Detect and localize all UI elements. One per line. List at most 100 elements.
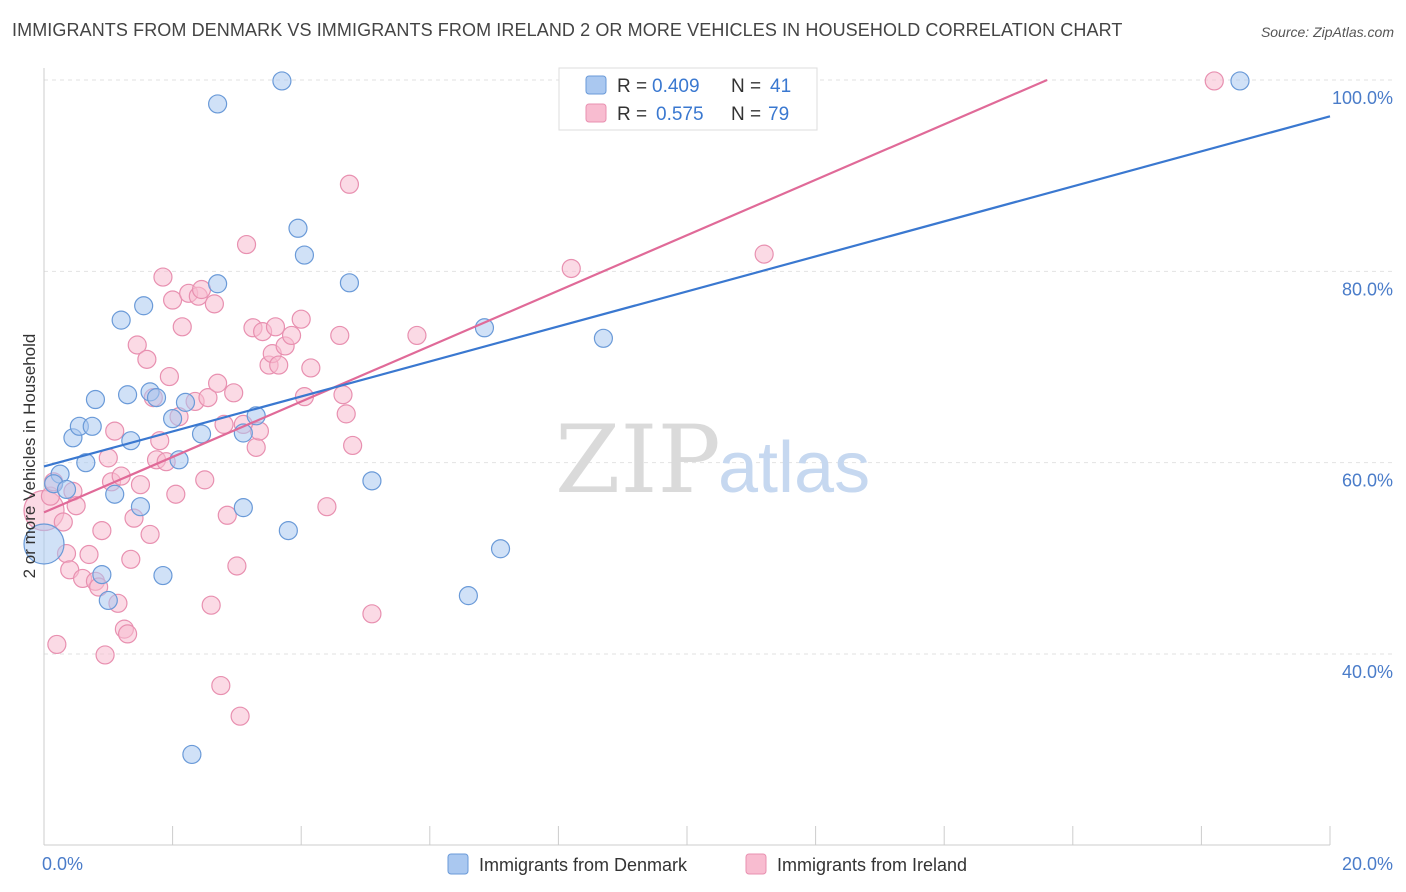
ireland-point xyxy=(198,388,218,408)
denmark-point xyxy=(339,273,360,293)
denmark-point xyxy=(56,479,77,500)
denmark-point xyxy=(474,318,495,338)
chart-title: IMMIGRANTS FROM DENMARK VS IMMIGRANTS FR… xyxy=(12,20,1123,40)
ireland-point xyxy=(105,421,125,441)
watermark: ZIP atlas xyxy=(555,406,870,515)
denmark-point xyxy=(208,274,228,294)
denmark-point xyxy=(458,586,478,606)
series-legend[interactable]: Immigrants from Denmark Immigrants from … xyxy=(447,853,967,875)
ireland-point xyxy=(130,475,151,495)
ireland-point xyxy=(127,335,147,355)
ireland-point xyxy=(343,435,363,456)
ireland-point xyxy=(291,309,311,329)
series-legend-label-denmark[interactable]: Immigrants from Denmark xyxy=(479,855,688,875)
denmark-point xyxy=(208,94,228,114)
ireland-point xyxy=(330,325,350,346)
ireland-point xyxy=(265,317,286,337)
ireland-point xyxy=(317,497,337,517)
legend-n-value-denmark: 41 xyxy=(770,76,791,97)
y-tick-label: 100.0% xyxy=(1332,88,1393,108)
denmark-point xyxy=(85,389,106,410)
ireland-point xyxy=(214,414,234,434)
denmark-point xyxy=(111,310,131,330)
trend-lines xyxy=(43,78,1331,514)
legend-n-value-ireland: 79 xyxy=(768,104,789,125)
ireland-point xyxy=(227,556,247,576)
ireland-point xyxy=(281,325,302,346)
denmark-point xyxy=(288,218,308,238)
ireland-point xyxy=(301,358,321,378)
ireland-point xyxy=(140,524,160,545)
denmark-point xyxy=(23,523,65,565)
legend-swatch-ireland xyxy=(585,103,607,123)
ireland-point xyxy=(92,520,112,541)
denmark-point xyxy=(134,296,154,316)
legend-n-label-ireland: N = xyxy=(731,104,761,125)
ireland-point xyxy=(159,366,179,387)
y-tick-label: 60.0% xyxy=(1342,471,1393,491)
x-axis-ticks xyxy=(43,826,1331,845)
y-tick-label: 40.0% xyxy=(1342,662,1393,682)
denmark-point xyxy=(163,409,183,429)
ireland-point xyxy=(191,279,212,300)
gridlines xyxy=(44,79,1392,655)
ireland-point xyxy=(117,624,138,644)
denmark-point xyxy=(175,392,196,412)
ireland-point xyxy=(121,549,141,569)
series-legend-swatch-denmark[interactable] xyxy=(447,853,469,875)
legend-swatch-denmark xyxy=(585,75,607,95)
ireland-trend-line xyxy=(43,78,1048,514)
denmark-point xyxy=(92,564,112,585)
denmark-point xyxy=(191,424,212,444)
denmark-point xyxy=(362,471,382,491)
denmark-point xyxy=(98,590,118,611)
source-credit: Source: ZipAtlas.com xyxy=(1260,24,1394,40)
denmark-point xyxy=(1230,71,1250,91)
ireland-point xyxy=(95,645,115,665)
ireland-point xyxy=(339,174,360,194)
ireland-point xyxy=(1204,71,1224,91)
denmark-point xyxy=(233,498,253,518)
ireland-point xyxy=(754,244,774,264)
ireland-point xyxy=(172,317,192,337)
denmark-point xyxy=(593,328,614,348)
ireland-point xyxy=(208,373,228,393)
ireland-point xyxy=(137,349,157,369)
denmark-point xyxy=(105,484,125,504)
stats-legend: R = 0.409 N = 41 R = 0.575 N = 79 xyxy=(558,67,818,131)
ireland-point xyxy=(362,604,382,624)
ireland-point xyxy=(204,294,224,314)
legend-r-value-denmark: 0.409 xyxy=(652,76,700,97)
ireland-points xyxy=(23,71,1224,726)
y-tick-label: 80.0% xyxy=(1342,279,1393,299)
legend-r-label-denmark: R = xyxy=(617,76,647,97)
ireland-point xyxy=(201,595,221,615)
ireland-point xyxy=(561,258,581,279)
legend-r-label-ireland: R = xyxy=(617,104,647,125)
legend-n-label-denmark: N = xyxy=(731,76,761,97)
denmark-point xyxy=(76,453,96,473)
watermark-atlas: atlas xyxy=(718,428,870,508)
ireland-point xyxy=(236,234,257,255)
series-legend-swatch-ireland[interactable] xyxy=(745,853,767,875)
series-legend-label-ireland[interactable]: Immigrants from Ireland xyxy=(777,855,967,875)
ireland-point xyxy=(47,634,67,655)
denmark-point xyxy=(117,385,138,405)
denmark-point xyxy=(82,416,102,436)
ireland-point xyxy=(336,404,356,424)
ireland-point xyxy=(79,544,99,565)
y-axis-title: 2 or more Vehicles in Household xyxy=(20,334,39,579)
ireland-point xyxy=(269,355,289,375)
ireland-point xyxy=(153,267,173,287)
ireland-point xyxy=(407,325,427,346)
denmark-point xyxy=(490,539,511,559)
ireland-point xyxy=(333,385,353,405)
ireland-point xyxy=(246,437,266,457)
denmark-point xyxy=(278,520,298,541)
ireland-point xyxy=(211,675,231,696)
y-tick-labels: 40.0% 60.0% 80.0% 100.0% xyxy=(1332,88,1393,682)
ireland-point xyxy=(217,505,237,525)
legend-r-value-ireland: 0.575 xyxy=(656,104,704,125)
ireland-point xyxy=(53,512,73,532)
